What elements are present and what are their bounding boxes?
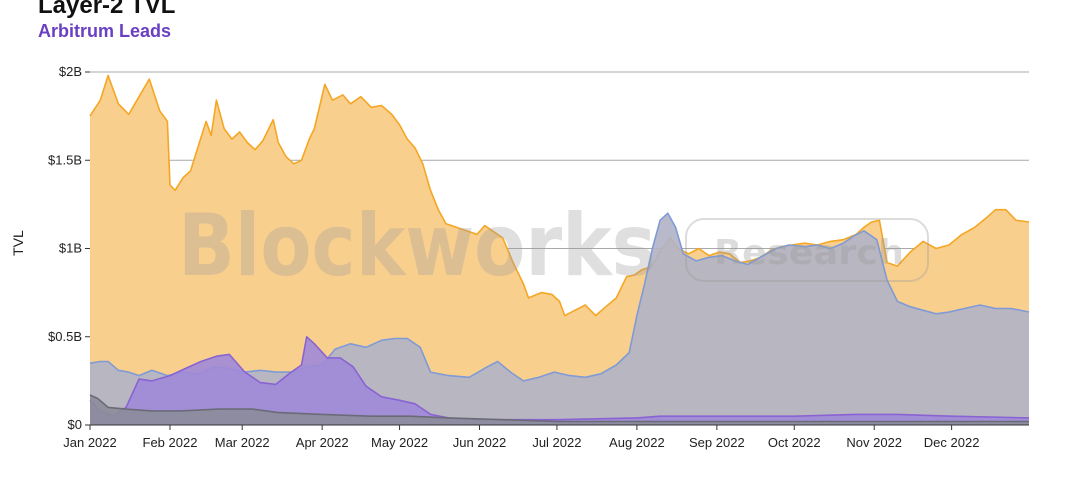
watermark-tag-box	[685, 218, 929, 282]
x-axis-ticks: Jan 2022 Feb 2022 Mar 2022 Apr 2022 May 2022…	[63, 425, 979, 450]
x-tick-label: Jun 2022	[453, 435, 507, 450]
series-line-3	[89, 336, 1030, 421]
y-axis-label: TVL	[10, 230, 26, 256]
y-tick-label: $1B	[59, 241, 82, 256]
series-area-4	[90, 395, 1029, 425]
x-tick-label: Apr 2022	[296, 435, 349, 450]
watermark-tag: Research	[714, 233, 904, 273]
x-tick-label: Sep 2022	[689, 435, 745, 450]
chart-title: Layer-2 TVL	[38, 0, 176, 19]
x-tick-label: Jan 2022	[63, 435, 117, 450]
watermark: Blockworks Research	[178, 196, 929, 296]
y-tick-label: $0	[68, 417, 82, 432]
series-line-4	[89, 394, 1029, 423]
x-tick-label: Mar 2022	[215, 435, 270, 450]
x-tick-label: May 2022	[371, 435, 428, 450]
watermark-brand: Blockworks	[178, 196, 656, 296]
y-tick-label: $2B	[59, 64, 82, 79]
series-area-3	[90, 336, 1029, 425]
chart-subtitle: Arbitrum Leads	[38, 21, 172, 41]
y-tick-label: $1.5B	[48, 152, 82, 167]
x-tick-label: Aug 2022	[609, 435, 665, 450]
y-axis-ticks: $0 $0.5B $1B $1.5B $2B	[48, 64, 90, 432]
x-tick-label: Oct 2022	[768, 435, 821, 450]
x-tick-label: Feb 2022	[143, 435, 198, 450]
series-line-1	[89, 74, 1030, 317]
x-tick-label: Jul 2022	[532, 435, 581, 450]
series-areas	[89, 74, 1030, 425]
x-tick-label: Dec 2022	[924, 435, 980, 450]
y-tick-label: $0.5B	[48, 329, 82, 344]
x-tick-label: Nov 2022	[846, 435, 902, 450]
